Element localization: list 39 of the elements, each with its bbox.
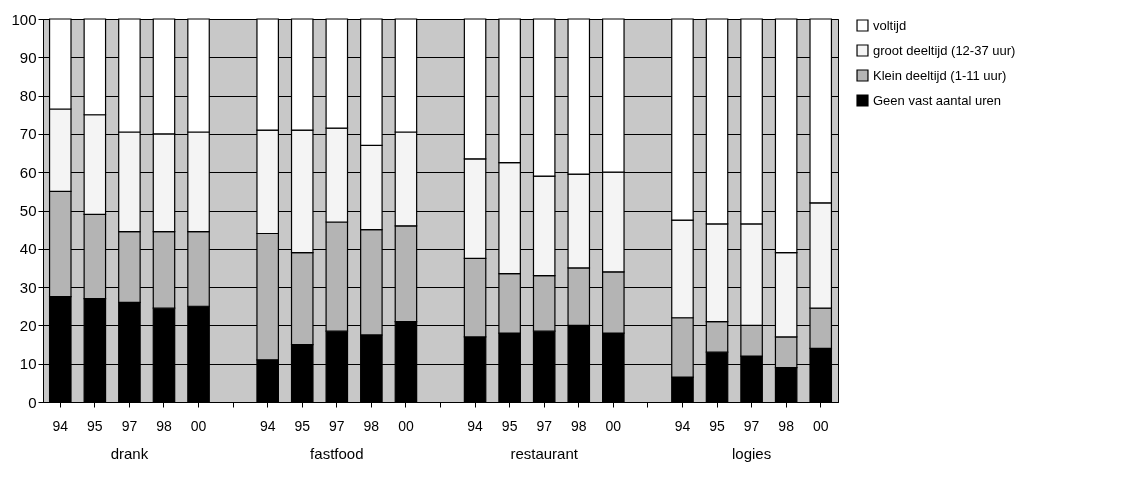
- y-tick-label: 40: [19, 240, 37, 258]
- x-tick-label: 95: [709, 417, 726, 434]
- x-tick-label: 00: [398, 417, 414, 434]
- text: logies: [731, 445, 772, 462]
- x-tick-label: 97: [743, 417, 760, 434]
- text: restaurant: [510, 445, 579, 462]
- text: fastfood: [310, 445, 364, 462]
- x-tick-label: 97: [329, 417, 345, 434]
- y-tick-label: 20: [19, 316, 37, 334]
- x-tick-label: 98: [156, 417, 172, 434]
- x-tick-label: 97: [121, 417, 138, 434]
- x-tick-label: 98: [778, 417, 795, 434]
- y-tick-label: 60: [19, 163, 37, 181]
- x-tick-label: 94: [259, 417, 276, 434]
- y-tick-label: 50: [19, 202, 37, 219]
- x-tick-label: 97: [536, 417, 553, 434]
- y-tick-label: 30: [19, 278, 37, 296]
- x-tick-label: 00: [190, 417, 207, 434]
- x-tick-label: 94: [467, 417, 484, 434]
- y-tick-label: 0: [28, 393, 37, 411]
- y-tick-label: 90: [19, 48, 37, 66]
- x-tick-label: 00: [812, 417, 829, 434]
- y-tick-label: 10: [19, 355, 37, 373]
- x-tick-label: 94: [674, 417, 691, 434]
- legend-label: Geen vast aantal uren: [873, 92, 1001, 108]
- y-tick-label: 80: [19, 87, 37, 105]
- legend-label: groot deeltijd (12-37 uur): [873, 42, 1016, 58]
- legend-label: voltijd: [873, 17, 907, 33]
- y-tick-label: 70: [19, 125, 37, 143]
- legend-label: Klein deeltijd (1-11 uur): [873, 67, 1007, 83]
- x-tick-label: 00: [605, 417, 622, 434]
- x-tick-label: 98: [570, 417, 587, 434]
- x-tick-label: 94: [52, 417, 69, 434]
- x-tick-label: 95: [294, 417, 311, 434]
- x-tick-label: 95: [87, 417, 103, 434]
- text: drank: [110, 445, 149, 462]
- x-tick-label: 95: [501, 417, 518, 434]
- x-tick-label: 98: [363, 417, 380, 434]
- y-tick-label: 100: [11, 10, 37, 28]
